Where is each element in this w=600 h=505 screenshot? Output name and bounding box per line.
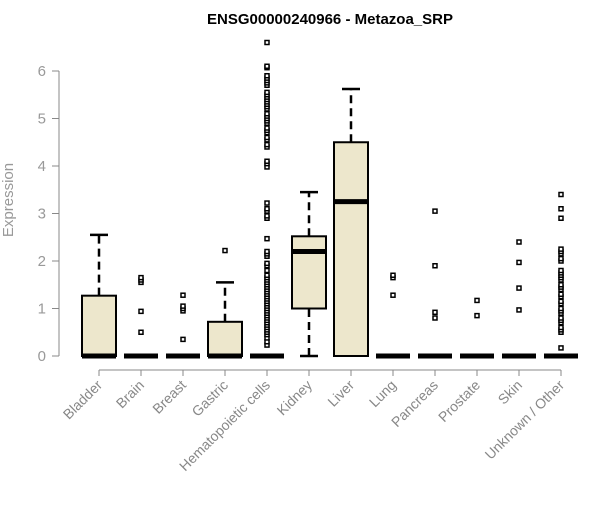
- outlier-point: [264, 206, 270, 212]
- outlier-point: [558, 291, 564, 297]
- x-tick-label: Pancreas: [388, 377, 441, 430]
- outlier-point: [138, 274, 144, 281]
- box: [333, 141, 369, 357]
- outlier-point: [222, 247, 228, 254]
- x-tick-label: Skin: [495, 377, 526, 408]
- box-lung: [376, 272, 410, 359]
- outlier-point: [264, 267, 270, 274]
- box-breast: [166, 292, 200, 359]
- x-tick-label: Kidney: [274, 377, 316, 419]
- box: [291, 235, 327, 310]
- x-tick-label: Brain: [113, 377, 147, 411]
- outlier-point: [558, 305, 564, 312]
- x-tick-label: Liver: [324, 377, 357, 410]
- outlier-point: [264, 73, 270, 79]
- outlier-point: [432, 208, 438, 214]
- chart-title: ENSG00000240966 - Metazoa_SRP: [207, 11, 453, 28]
- outlier-point: [264, 235, 270, 242]
- x-tick-label: Prostate: [435, 377, 483, 425]
- y-tick-label: 3: [38, 206, 46, 223]
- box: [207, 320, 243, 357]
- outlier-point: [138, 329, 144, 335]
- x-tick-label: Lung: [366, 377, 399, 410]
- outlier-point: [558, 345, 564, 351]
- x-tick-label: Bladder: [60, 377, 106, 423]
- box-liver: [333, 87, 369, 357]
- box-bladder: [81, 233, 117, 359]
- y-tick-label: 6: [38, 63, 46, 80]
- outlier-point: [180, 292, 186, 298]
- outlier-point: [558, 246, 564, 252]
- x-tick-label: Unknown / Other: [482, 377, 568, 463]
- outlier-point: [558, 267, 564, 274]
- box-prostate: [460, 297, 494, 359]
- outlier-point: [516, 259, 522, 266]
- outlier-point: [390, 272, 396, 278]
- box-brain: [124, 274, 158, 359]
- outlier-point: [180, 336, 186, 343]
- outlier-point: [558, 315, 564, 321]
- box-kidney: [291, 190, 327, 358]
- outlier-point: [432, 263, 438, 269]
- y-tick-label: 2: [38, 253, 46, 270]
- outlier-point: [558, 215, 564, 221]
- y-axis-label: Expression: [0, 163, 17, 237]
- outlier-point: [516, 307, 522, 313]
- outlier-point: [180, 303, 186, 309]
- box: [81, 294, 117, 357]
- y-tick-label: 4: [38, 158, 46, 175]
- outlier-point: [558, 298, 564, 305]
- outlier-point: [138, 308, 144, 315]
- outlier-point: [264, 63, 270, 69]
- outlier-point: [264, 248, 270, 255]
- outlier-point: [264, 141, 270, 148]
- box-pancreas: [418, 208, 452, 359]
- outlier-point: [264, 272, 270, 278]
- outlier-point: [264, 134, 270, 141]
- outlier-point: [264, 200, 270, 206]
- y-tick-label: 5: [38, 111, 46, 128]
- box-unknown-other: [544, 191, 578, 359]
- outlier-point: [516, 285, 522, 291]
- outlier-point: [558, 206, 564, 212]
- outlier-point: [432, 315, 438, 321]
- outlier-point: [474, 312, 480, 319]
- outlier-point: [264, 39, 270, 46]
- outlier-point: [558, 191, 564, 198]
- outlier-point: [264, 111, 270, 117]
- outlier-point: [264, 125, 270, 131]
- y-tick-label: 0: [38, 348, 46, 365]
- outlier-point: [264, 89, 270, 96]
- outlier-point: [558, 255, 564, 262]
- x-tick-label: Breast: [149, 377, 189, 417]
- box-hematopoietic-cells: [250, 39, 284, 359]
- outlier-point: [264, 213, 270, 219]
- outlier-point: [432, 309, 438, 316]
- outlier-point: [558, 324, 564, 331]
- y-tick-label: 1: [38, 301, 46, 318]
- outlier-point: [390, 292, 396, 298]
- outlier-point: [264, 260, 270, 267]
- outlier-point: [474, 297, 480, 304]
- box-skin: [502, 239, 536, 359]
- outlier-point: [264, 158, 270, 164]
- outlier-point: [558, 282, 564, 288]
- box-gastric: [207, 247, 243, 359]
- outlier-point: [516, 239, 522, 245]
